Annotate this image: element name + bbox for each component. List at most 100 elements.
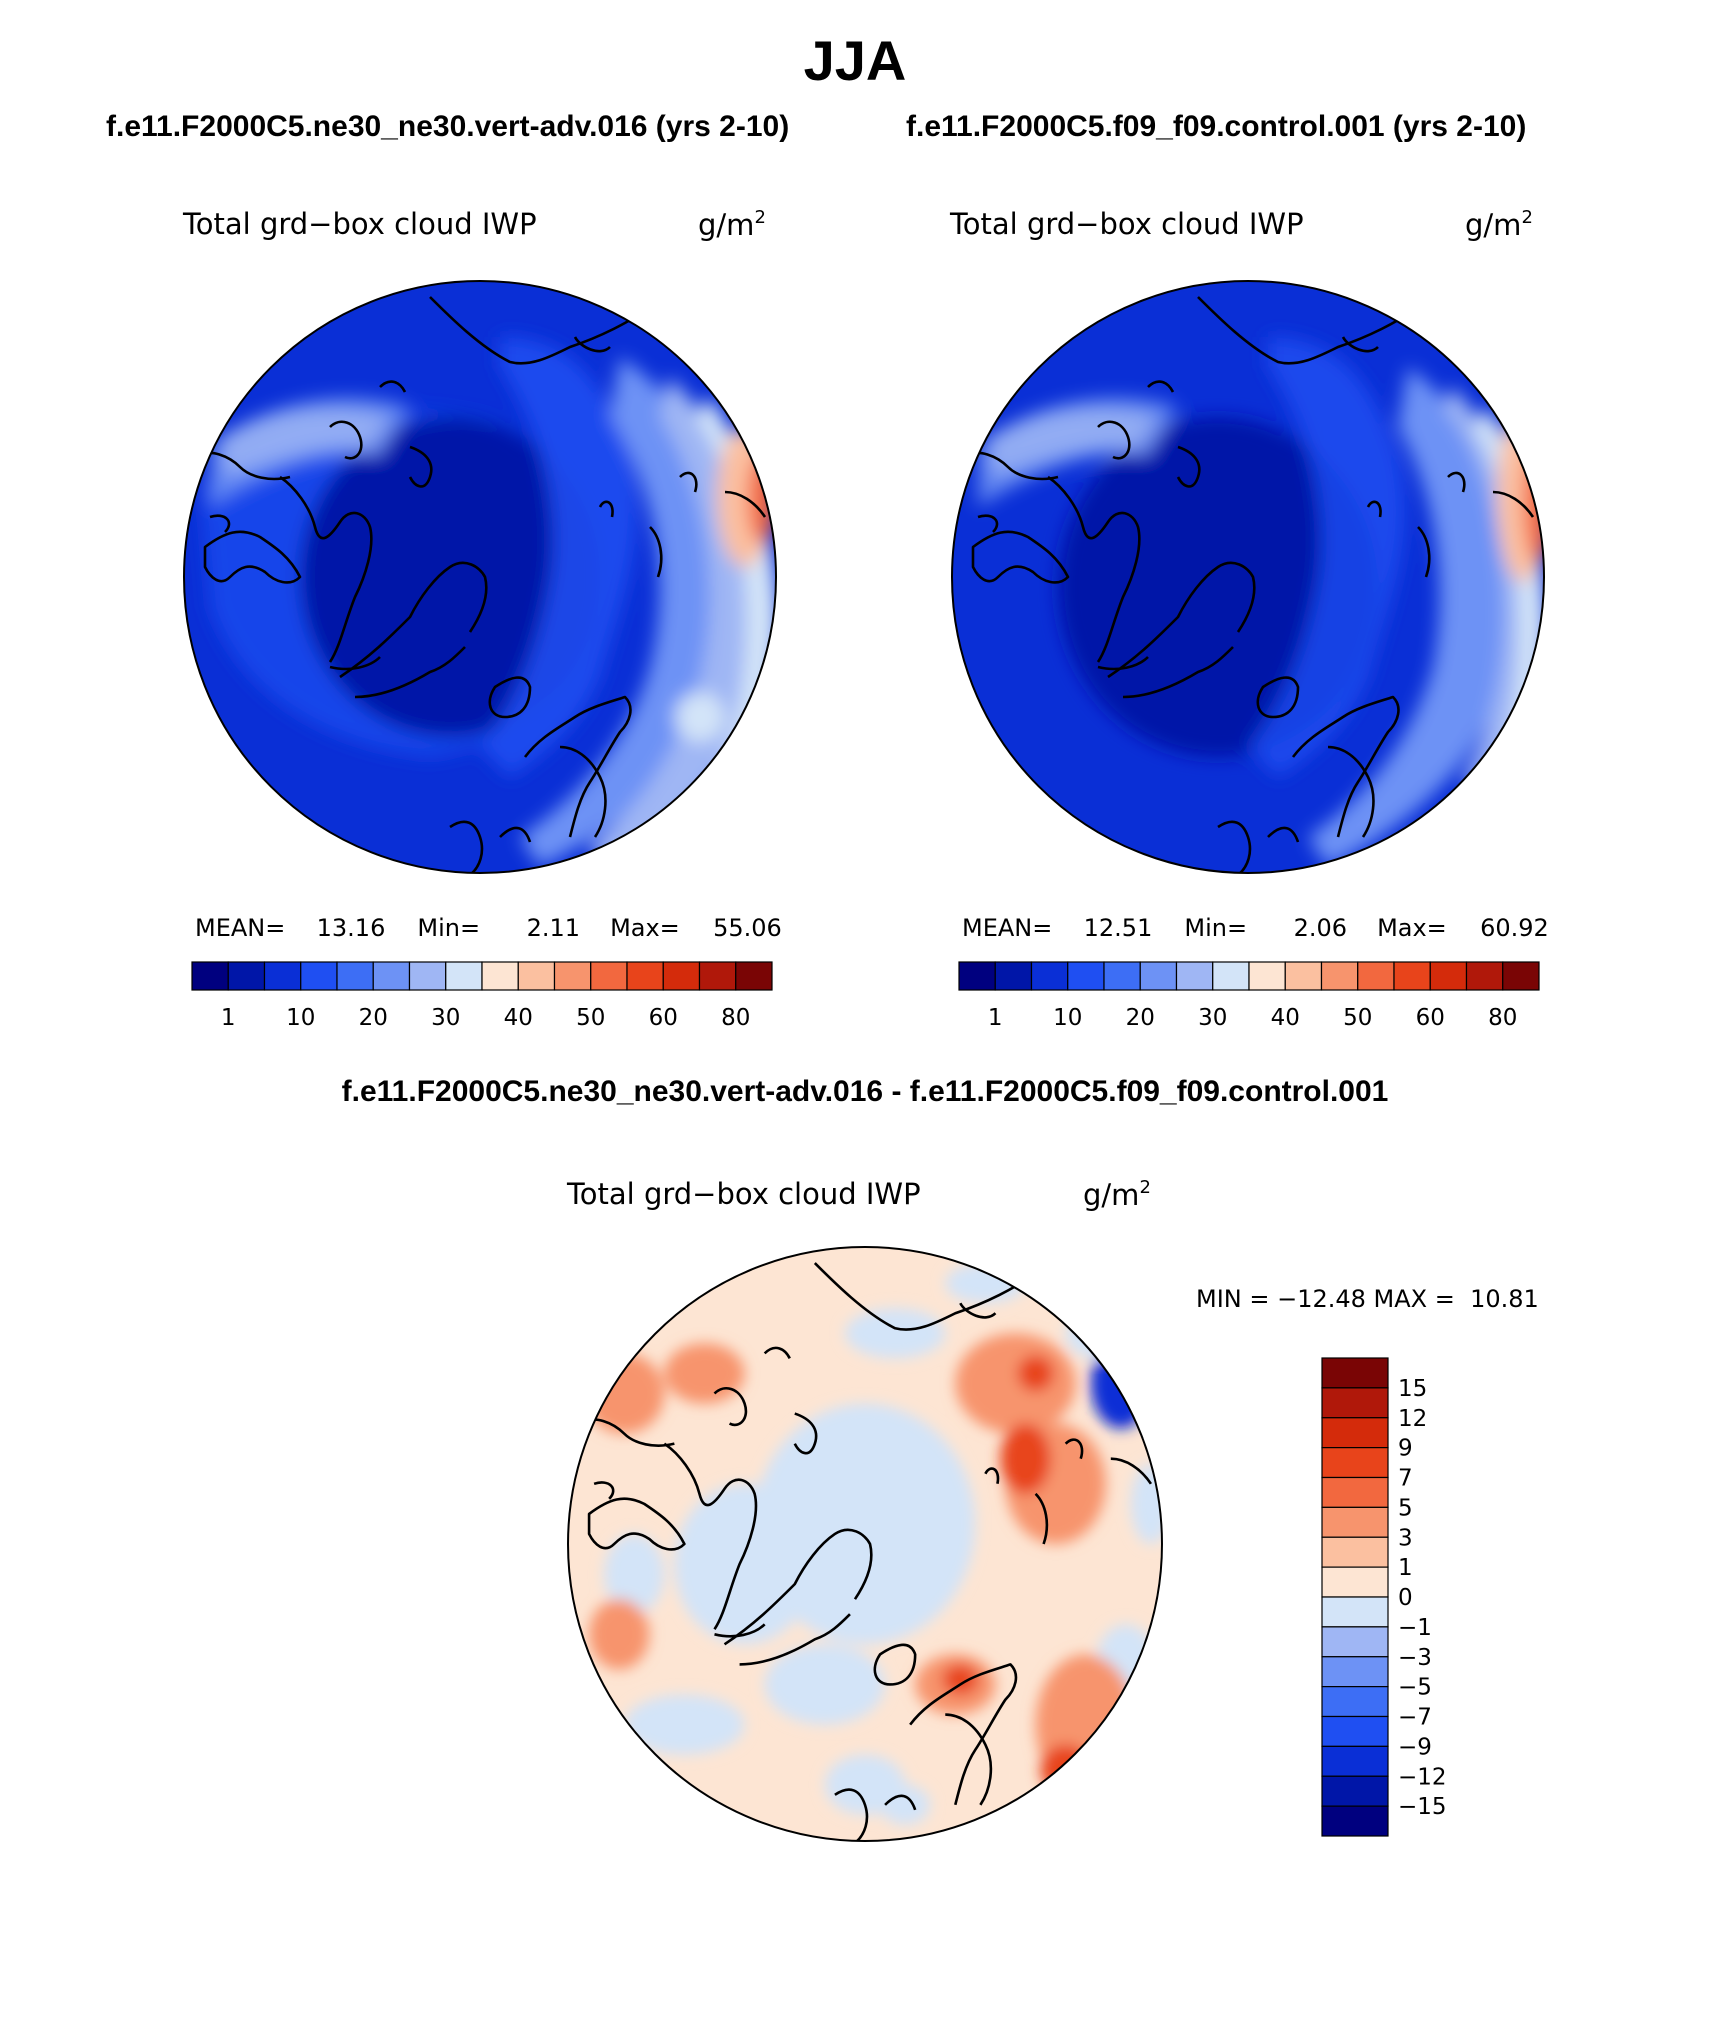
panel-2-colorbar-box [1320, 961, 1359, 991]
difference-colorbar-box [1321, 1536, 1389, 1568]
panel-1-case-title: f.e11.F2000C5.ne30_ne30.vert-adv.016 (yr… [106, 110, 790, 143]
panel-2-colorbar-box [1139, 961, 1178, 991]
panel-1-min: 2.11 [526, 914, 581, 942]
panel-1-colorbar-box [662, 961, 701, 991]
panel-1-colorbar-box [263, 961, 302, 991]
panel-1-colorbar-label: 80 [721, 1005, 750, 1030]
panel-2-colorbar-label: 20 [1126, 1005, 1155, 1030]
page-title: JJA [803, 29, 907, 92]
panel-1-colorbar-box [372, 961, 411, 991]
difference-colorbar-box [1321, 1447, 1389, 1479]
difference-colorbar-box [1321, 1506, 1389, 1538]
panel-2-colorbar-box [1103, 961, 1141, 991]
panel-1-colorbar-box [300, 961, 338, 991]
panel-1-units: g/m2 [698, 207, 766, 242]
difference-field [568, 1247, 1162, 1841]
panel-2-colorbar-box [1357, 961, 1395, 991]
difference-colorbar-label: −7 [1398, 1705, 1432, 1731]
panel-2-colorbar-box [1248, 961, 1286, 991]
difference-colorbar-box [1321, 1357, 1389, 1389]
panel-2-colorbar-box [1284, 961, 1323, 991]
difference-colorbar-box [1321, 1476, 1389, 1508]
difference-variable-title: Total grd−box cloud IWP [567, 1177, 921, 1211]
panel-1-colorbar-label: 50 [576, 1005, 605, 1030]
panel-2-map [951, 280, 1545, 874]
difference-colorbar-box [1321, 1656, 1389, 1688]
difference-colorbar-box [1321, 1775, 1389, 1807]
panel-1-colorbar-box [698, 961, 737, 991]
panel-2-units: g/m2 [1465, 207, 1533, 242]
panel-1-colorbar-box [191, 961, 229, 991]
panel-2-colorbar-label: 60 [1416, 1005, 1445, 1030]
panel-2-colorbar-box [958, 961, 996, 991]
panel-2-case-title: f.e11.F2000C5.f09_f09.control.001 (yrs 2… [906, 110, 1527, 143]
difference-colorbar-label: 15 [1398, 1376, 1427, 1402]
difference-case-title: f.e11.F2000C5.ne30_ne30.vert-adv.016 - f… [341, 1075, 1389, 1108]
panel-2-min: 2.06 [1293, 914, 1348, 942]
panel-1-colorbar-label: 30 [431, 1005, 460, 1030]
difference-colorbar-box [1321, 1626, 1389, 1658]
panel-1-colorbar-box [590, 961, 628, 991]
panel-1-colorbar-box [481, 961, 519, 991]
difference-colorbar-label: −3 [1398, 1645, 1432, 1671]
panel-2-colorbar-box [1429, 961, 1468, 991]
difference-colorbar-label: 7 [1398, 1466, 1413, 1492]
panel-2-colorbar-label: 80 [1488, 1005, 1517, 1030]
panel-1-colorbar-box [626, 961, 664, 991]
difference-minmax: MIN = −12.48 MAX = 10.81 [1196, 1285, 1539, 1313]
panel-1-colorbar-box [553, 961, 592, 991]
panel-2-colorbar-label: 10 [1053, 1005, 1082, 1030]
panel-2-colorbar-box [1212, 961, 1250, 991]
difference-colorbar-label: 5 [1398, 1495, 1413, 1521]
panel-2-mean: 12.51 [1083, 914, 1153, 942]
difference-colorbar-box [1321, 1745, 1389, 1777]
difference-colorbar-label: 0 [1398, 1585, 1413, 1611]
panel-2-max: 60.92 [1480, 914, 1549, 942]
difference-colorbar-box [1321, 1715, 1389, 1747]
difference-colorbar-box [1321, 1686, 1389, 1718]
difference-colorbar-label: 3 [1398, 1525, 1413, 1551]
panel-1-colorbar-box [517, 961, 556, 991]
difference-colorbar-label: −5 [1398, 1675, 1432, 1701]
difference-colorbar-box [1321, 1566, 1389, 1598]
difference-colorbar-box [1321, 1387, 1389, 1419]
difference-colorbar: 15 12 9 7 5 3 1 0 −1 −3 −5 −7 −9 −12 −15 [1321, 1357, 1447, 1837]
panel-1-mean: 13.16 [316, 914, 386, 942]
difference-colorbar-label: −15 [1398, 1794, 1447, 1820]
panel-1-colorbar-label: 20 [359, 1005, 388, 1030]
panel-2-colorbar: 1 10 20 30 40 50 60 80 [958, 961, 1540, 1030]
panel-2-variable-title: Total grd−box cloud IWP [950, 207, 1304, 241]
panel-1-max: 55.06 [713, 914, 782, 942]
difference-colorbar-label: −12 [1398, 1764, 1447, 1790]
panel-1-colorbar-box [336, 961, 374, 991]
panel-2-colorbar-label: 1 [988, 1005, 1003, 1030]
panel-1-colorbar-label: 1 [221, 1005, 236, 1030]
panel-2-colorbar-box [1175, 961, 1214, 991]
panel-2-colorbar-label: 30 [1198, 1005, 1227, 1030]
panel-1-colorbar-label: 60 [649, 1005, 678, 1030]
panel-2-colorbar-box [1393, 961, 1431, 991]
difference-units: g/m2 [1083, 1177, 1151, 1212]
panel-1-stats: MEAN= 13.16 Min= 2.11 Max= 55.06 [195, 914, 782, 942]
difference-colorbar-label: 1 [1398, 1555, 1413, 1581]
panel-2-colorbar-box [1465, 961, 1504, 991]
panel-1-map [183, 280, 777, 874]
panel-1-colorbar-box [408, 961, 447, 991]
difference-colorbar-label: −1 [1398, 1615, 1432, 1641]
panel-1-colorbar-label: 10 [286, 1005, 315, 1030]
panel-1-colorbar: 1 10 20 30 40 50 60 80 [191, 961, 773, 1030]
difference-colorbar-box [1321, 1417, 1389, 1449]
panel-1-colorbar-box [227, 961, 266, 991]
difference-map [567, 1246, 1163, 1842]
panel-1-colorbar-box [445, 961, 483, 991]
panel-2-colorbar-box [1502, 961, 1540, 991]
panel-2-colorbar-label: 40 [1271, 1005, 1300, 1030]
panel-2-colorbar-box [1030, 961, 1069, 991]
panel-2-stats: MEAN= 12.51 Min= 2.06 Max= 60.92 [962, 914, 1549, 942]
panel-2-colorbar-box [994, 961, 1033, 991]
difference-colorbar-box [1321, 1805, 1389, 1837]
panel-1-colorbar-label: 40 [504, 1005, 533, 1030]
panel-1-colorbar-box [735, 961, 773, 991]
panel-1-variable-title: Total grd−box cloud IWP [183, 207, 537, 241]
difference-colorbar-box [1321, 1596, 1389, 1628]
